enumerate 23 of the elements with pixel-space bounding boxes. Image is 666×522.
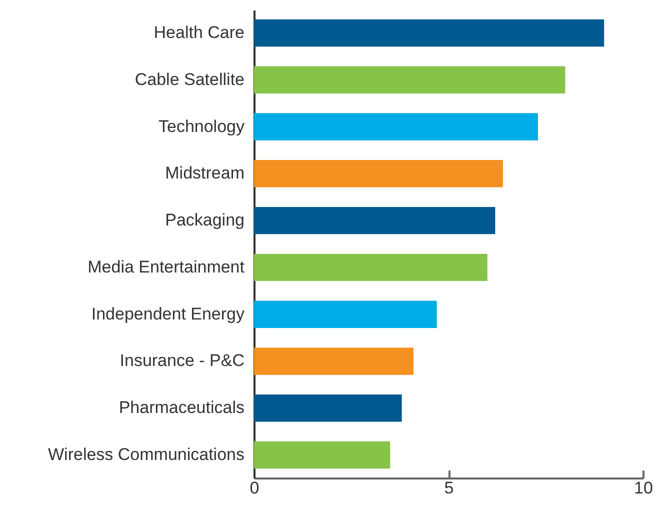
y-tick-label: Health Care xyxy=(154,22,244,42)
y-tick-label: Cable Satellite xyxy=(134,70,244,89)
bar xyxy=(254,19,604,47)
bar xyxy=(254,394,402,422)
bar xyxy=(254,160,503,188)
y-tick-label: Technology xyxy=(158,116,245,136)
bar xyxy=(254,66,566,94)
x-tick-label: 10 xyxy=(634,478,653,498)
bar xyxy=(254,113,538,140)
bar xyxy=(254,206,496,234)
y-tick-label: Wireless Communications xyxy=(48,445,244,464)
y-tick-label: Packaging xyxy=(165,210,244,230)
y-tick-label: Insurance - P&C xyxy=(120,351,244,370)
bar xyxy=(254,441,390,469)
x-tick-label: 0 xyxy=(250,478,260,498)
y-tick-label: Midstream xyxy=(165,164,244,183)
x-tick-label: 5 xyxy=(444,478,454,498)
y-tick-label: Media Entertainment xyxy=(88,257,245,276)
y-tick-label: Independent Energy xyxy=(91,304,245,324)
y-tick-label: Pharmaceuticals xyxy=(118,398,244,418)
bar xyxy=(254,300,437,328)
bar xyxy=(254,348,414,375)
bar xyxy=(254,254,488,282)
